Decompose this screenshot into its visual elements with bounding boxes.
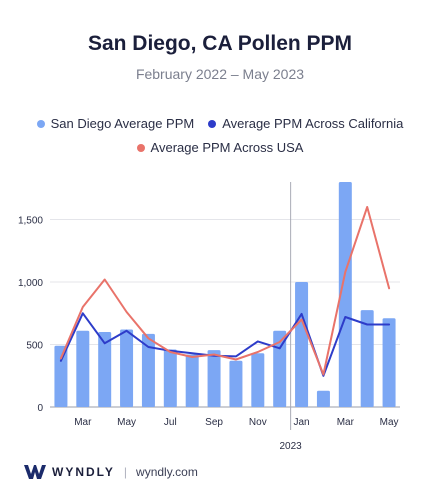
legend-row-2: Average PPM Across USA — [0, 140, 440, 155]
x-tick-label: Mar — [337, 417, 355, 428]
bar — [207, 350, 221, 407]
footer-separator: | — [123, 465, 128, 479]
legend-item-usa: Average PPM Across USA — [136, 140, 304, 155]
legend-label-san-diego: San Diego Average PPM — [50, 116, 195, 131]
y-tick-label: 1,500 — [18, 216, 43, 227]
legend-swatch-usa — [136, 143, 145, 152]
y-tick-label: 500 — [26, 341, 43, 352]
x-tick-label: Mar — [74, 417, 92, 428]
x-tick-label: Nov — [249, 417, 267, 428]
bar — [54, 345, 68, 407]
x-tick-label: Jan — [294, 417, 310, 428]
x-tick-label: Jul — [164, 417, 177, 428]
legend-label-usa: Average PPM Across USA — [150, 140, 304, 155]
bar — [360, 310, 374, 407]
bar — [273, 330, 287, 407]
bar — [316, 390, 330, 407]
footer-brand: WYNDLY — [52, 465, 115, 479]
bar — [382, 318, 396, 407]
wyndly-logo-icon — [24, 465, 46, 479]
bar — [98, 332, 112, 407]
y-tick-label: 1,000 — [18, 278, 43, 289]
bar — [251, 353, 265, 407]
footer: WYNDLY | wyndly.com — [24, 462, 198, 482]
legend-swatch-california — [208, 119, 217, 128]
bar — [163, 349, 177, 407]
x-tick-label: May — [380, 417, 399, 428]
chart-subtitle: February 2022 – May 2023 — [135, 66, 305, 82]
series-line — [59, 206, 391, 376]
footer-link[interactable]: wyndly.com — [136, 465, 198, 479]
legend-row-1: San Diego Average PPM Average PPM Across… — [0, 116, 440, 131]
x-tick-label: Sep — [205, 417, 223, 428]
x-tick-label: May — [117, 417, 136, 428]
year-label: 2023 — [280, 441, 303, 452]
legend-item-california: Average PPM Across California — [208, 116, 403, 131]
legend-item-san-diego: San Diego Average PPM — [36, 116, 195, 131]
y-tick-label: 0 — [37, 403, 43, 414]
legend-swatch-san-diego — [36, 119, 45, 128]
bar — [141, 333, 155, 407]
bar — [229, 360, 243, 407]
bar — [295, 282, 309, 407]
bar — [338, 182, 352, 407]
bar — [185, 354, 199, 407]
chart-title: San Diego, CA Pollen PPM — [87, 32, 353, 55]
bar — [76, 330, 90, 407]
legend-label-california: Average PPM Across California — [222, 116, 404, 131]
bar — [120, 329, 134, 407]
